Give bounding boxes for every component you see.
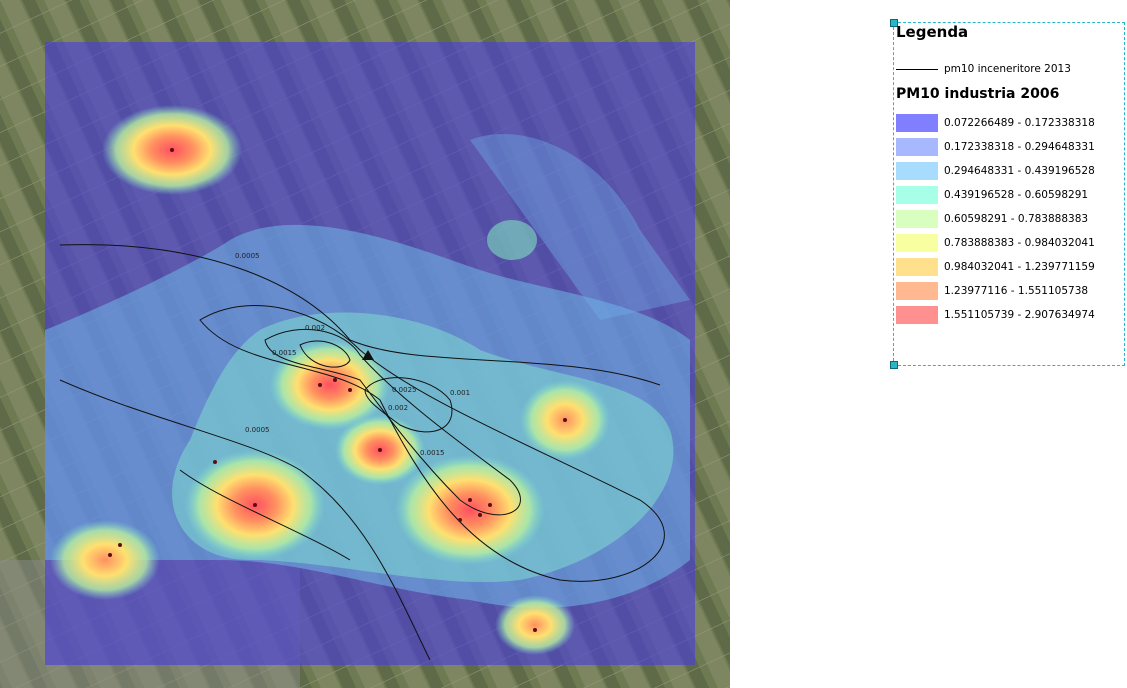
legend-label: 0.984032041 - 1.239771159	[944, 261, 1095, 273]
legend-title: Legenda	[896, 23, 969, 41]
contour-label: 0.0005	[235, 252, 260, 260]
contour-label: 0.0015	[272, 349, 297, 357]
legend-swatch	[896, 258, 938, 276]
legend-label: 1.551105739 - 2.907634974	[944, 309, 1095, 321]
contour-label: 0.0015	[420, 449, 445, 457]
legend-label: 0.60598291 - 0.783888383	[944, 213, 1089, 225]
legend-label: 0.172338318 - 0.294648331	[944, 141, 1095, 153]
legend-class: 0.783888383 - 0.984032041	[896, 234, 1095, 252]
legend-swatch	[896, 234, 938, 252]
legend-swatch	[896, 306, 938, 324]
contour-label: 0.0025	[392, 386, 417, 394]
contour-label: 0.0005	[245, 426, 270, 434]
legend-label: pm10 inceneritore 2013	[944, 63, 1071, 75]
legend-swatch	[896, 282, 938, 300]
resize-handle[interactable]	[890, 19, 898, 27]
legend-label: 0.783888383 - 0.984032041	[944, 237, 1095, 249]
legend-class: 0.984032041 - 1.239771159	[896, 258, 1095, 276]
legend: Legenda pm10 inceneritore 2013 PM10 indu…	[890, 19, 1125, 369]
resize-handle[interactable]	[890, 361, 898, 369]
legend-label: 1.23977116 - 1.551105738	[944, 285, 1089, 297]
legend-class: 1.551105739 - 2.907634974	[896, 306, 1095, 324]
map: 0.0005 0.002 0.0015 0.0025 0.002 0.0015 0.0005…	[0, 0, 730, 688]
legend-class: 0.439196528 - 0.60598291	[896, 186, 1088, 204]
legend-label: 0.294648331 - 0.439196528	[944, 165, 1095, 177]
legend-swatch	[896, 138, 938, 156]
layer-title: PM10 industria 2006	[896, 86, 1060, 102]
legend-class: 0.172338318 - 0.294648331	[896, 138, 1095, 156]
legend-class: 0.294648331 - 0.439196528	[896, 162, 1095, 180]
legend-class: 1.23977116 - 1.551105738	[896, 282, 1088, 300]
legend-label: 0.439196528 - 0.60598291	[944, 189, 1089, 201]
legend-swatch	[896, 210, 938, 228]
contour-label: 0.002	[305, 324, 325, 332]
legend-line-entry: pm10 inceneritore 2013	[896, 60, 1071, 78]
legend-class: 0.072266489 - 0.172338318	[896, 114, 1095, 132]
legend-swatch	[896, 114, 938, 132]
legend-label: 0.072266489 - 0.172338318	[944, 117, 1095, 129]
contour-label: 0.002	[388, 404, 408, 412]
legend-class: 0.60598291 - 0.783888383	[896, 210, 1088, 228]
contour-label: 0.001	[450, 389, 470, 397]
legend-swatch	[896, 186, 938, 204]
legend-swatch	[896, 162, 938, 180]
